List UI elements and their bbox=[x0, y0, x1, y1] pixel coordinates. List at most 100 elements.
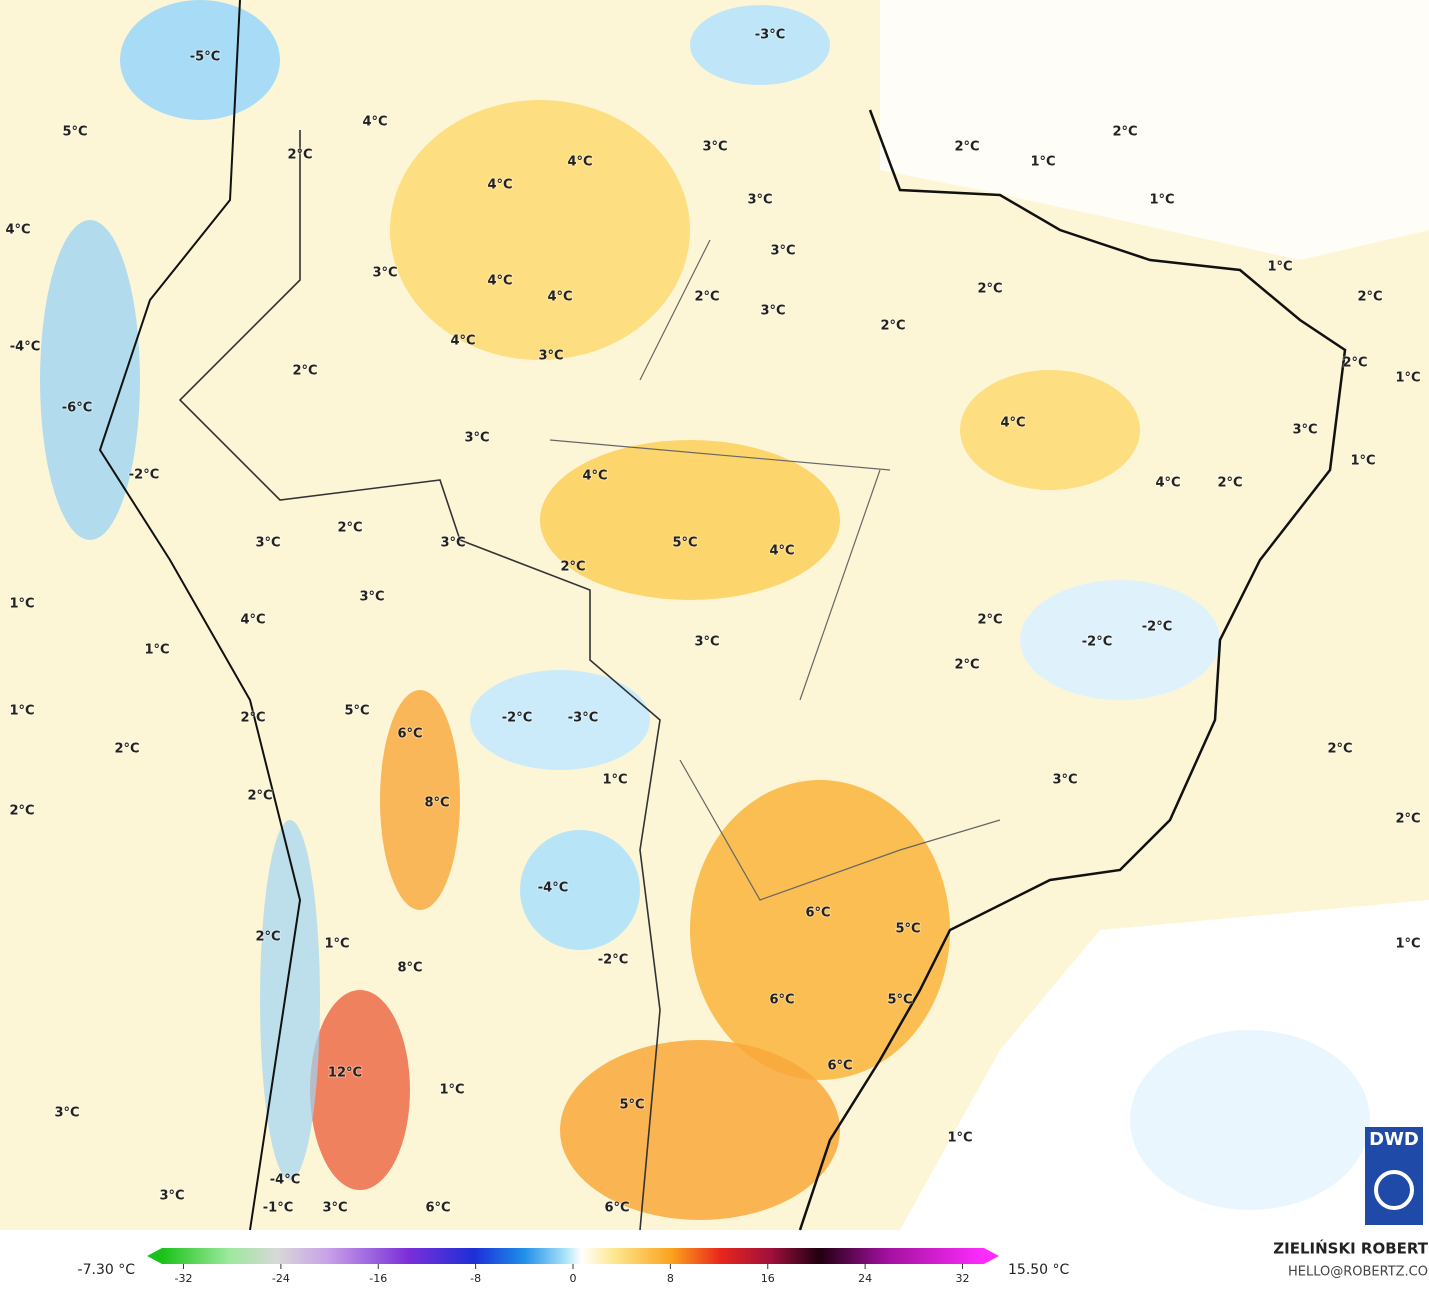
isotherm-label: -2°C bbox=[1142, 620, 1172, 635]
isotherm-label: 3°C bbox=[1292, 423, 1317, 438]
isotherm-label: 2°C bbox=[694, 290, 719, 305]
isotherm-label: 4°C bbox=[769, 544, 794, 559]
isotherm-label: 6°C bbox=[425, 1201, 450, 1216]
isotherm-label: 2°C bbox=[1342, 356, 1367, 371]
isotherm-label: 8°C bbox=[397, 961, 422, 976]
isotherm-label: 1°C bbox=[439, 1083, 464, 1098]
isotherm-label: 5°C bbox=[672, 536, 697, 551]
isotherm-label: -4°C bbox=[270, 1173, 300, 1188]
isotherm-label: 2°C bbox=[560, 560, 585, 575]
isotherm-label: 3°C bbox=[702, 140, 727, 155]
isotherm-label: 2°C bbox=[1327, 742, 1352, 757]
isotherm-label: 3°C bbox=[54, 1106, 79, 1121]
isotherm-label: -2°C bbox=[1082, 635, 1112, 650]
colorbar-tick-label: -32 bbox=[175, 1272, 193, 1285]
map-background: DWD bbox=[0, 0, 1429, 1231]
colorbar-tick-label: -24 bbox=[272, 1272, 290, 1285]
isotherm-label: 1°C bbox=[144, 643, 169, 658]
credit-email: HELLO@ROBERTZ.CO bbox=[1288, 1265, 1428, 1280]
isotherm-label: 2°C bbox=[9, 804, 34, 819]
isotherm-label: 3°C bbox=[372, 266, 397, 281]
colorbar-gradient bbox=[162, 1248, 984, 1264]
isotherm-label: -4°C bbox=[10, 340, 40, 355]
isotherm-label: 12°C bbox=[328, 1066, 362, 1081]
colorbar-min-label: -7.30 °C bbox=[78, 1262, 136, 1278]
isotherm-label: 2°C bbox=[1112, 125, 1137, 140]
isotherm-label: 2°C bbox=[977, 613, 1002, 628]
isotherm-label: 1°C bbox=[1267, 260, 1292, 275]
isotherm-label: 5°C bbox=[619, 1098, 644, 1113]
isotherm-label: 2°C bbox=[287, 148, 312, 163]
isotherm-label: 5°C bbox=[895, 922, 920, 937]
isotherm-label: -2°C bbox=[129, 468, 159, 483]
isotherm-label: 6°C bbox=[827, 1059, 852, 1074]
isotherm-label: -1°C bbox=[263, 1201, 293, 1216]
isotherm-label: 1°C bbox=[324, 937, 349, 952]
isotherm-label: 5°C bbox=[62, 125, 87, 140]
isotherm-label: 4°C bbox=[487, 178, 512, 193]
isotherm-label: 4°C bbox=[547, 290, 572, 305]
colorbar-tick-label: 16 bbox=[761, 1272, 775, 1285]
isotherm-label: 2°C bbox=[1395, 812, 1420, 827]
isotherm-label: 3°C bbox=[747, 193, 772, 208]
isotherm-label: 3°C bbox=[760, 304, 785, 319]
isotherm-label: 2°C bbox=[954, 140, 979, 155]
isotherm-label: 3°C bbox=[359, 590, 384, 605]
isotherm-label: -4°C bbox=[538, 881, 568, 896]
isotherm-label: 6°C bbox=[805, 906, 830, 921]
logo-text: DWD bbox=[1369, 1129, 1419, 1150]
colorbar-max-label: 15.50 °C bbox=[1008, 1262, 1070, 1278]
isotherm-label: 4°C bbox=[240, 613, 265, 628]
isotherm-label: 3°C bbox=[159, 1189, 184, 1204]
logo-swirl bbox=[1374, 1170, 1414, 1210]
isotherm-label: 2°C bbox=[247, 789, 272, 804]
isotherm-label: 6°C bbox=[769, 993, 794, 1008]
isotherm-label: 5°C bbox=[887, 993, 912, 1008]
isotherm-label: 4°C bbox=[1000, 416, 1025, 431]
isotherm-label: 4°C bbox=[362, 115, 387, 130]
isotherm-label: 1°C bbox=[1395, 937, 1420, 952]
isotherm-label: 3°C bbox=[770, 244, 795, 259]
isotherm-label: 2°C bbox=[337, 521, 362, 536]
isotherm-label: 1°C bbox=[1030, 155, 1055, 170]
isotherm-label: 1°C bbox=[1395, 371, 1420, 386]
isotherm-label: 2°C bbox=[1217, 476, 1242, 491]
isotherm-label: 1°C bbox=[9, 704, 34, 719]
colorbar-tick-label: 32 bbox=[955, 1272, 969, 1285]
isotherm-label: 4°C bbox=[487, 274, 512, 289]
isotherm-label: 4°C bbox=[582, 469, 607, 484]
isotherm-label: 3°C bbox=[322, 1201, 347, 1216]
colorbar-tick-label: 24 bbox=[858, 1272, 872, 1285]
isotherm-label: 4°C bbox=[5, 223, 30, 238]
map-labels: -5°C -3°C 5°C 4°C 2°C 4°C 4°C 3°C 3°C 2°C 1°C 2°C 1°… bbox=[4, 27, 1421, 1217]
colorbar-tick-label: 8 bbox=[667, 1272, 674, 1285]
isotherm-label: 2°C bbox=[977, 282, 1002, 297]
isotherm-label: 6°C bbox=[397, 727, 422, 742]
isotherm-label: 2°C bbox=[1357, 290, 1382, 305]
isotherm-label: 3°C bbox=[694, 635, 719, 650]
colorbar-tick-label: -16 bbox=[369, 1272, 387, 1285]
isotherm-label: 1°C bbox=[1149, 193, 1174, 208]
isotherm-label: 6°C bbox=[604, 1201, 629, 1216]
isotherm-label: 3°C bbox=[538, 349, 563, 364]
isotherm-label: 1°C bbox=[602, 773, 627, 788]
isotherm-label: -6°C bbox=[62, 401, 92, 416]
isotherm-label: 5°C bbox=[344, 704, 369, 719]
isotherm-label: -3°C bbox=[568, 711, 598, 726]
isotherm-label: 8°C bbox=[424, 796, 449, 811]
isotherm-label: 1°C bbox=[1350, 454, 1375, 469]
isotherm-label: 3°C bbox=[464, 431, 489, 446]
isotherm-label: -2°C bbox=[502, 711, 532, 726]
isotherm-label: 4°C bbox=[567, 155, 592, 170]
credit-name: ZIELIŃSKI ROBERT bbox=[1273, 1239, 1428, 1258]
colorbar: -7.30 °C 15.50 °C bbox=[78, 1248, 1070, 1278]
isotherm-label: 2°C bbox=[114, 742, 139, 757]
colorbar-high-end bbox=[984, 1248, 999, 1264]
isotherm-label: 3°C bbox=[440, 536, 465, 551]
isotherm-label: -3°C bbox=[755, 28, 785, 43]
isotherm-label: 2°C bbox=[255, 930, 280, 945]
colorbar-tick-label: 0 bbox=[570, 1272, 577, 1285]
isotherm-label: 3°C bbox=[255, 536, 280, 551]
isotherm-label: -5°C bbox=[190, 50, 220, 65]
isotherm-label: 2°C bbox=[954, 658, 979, 673]
